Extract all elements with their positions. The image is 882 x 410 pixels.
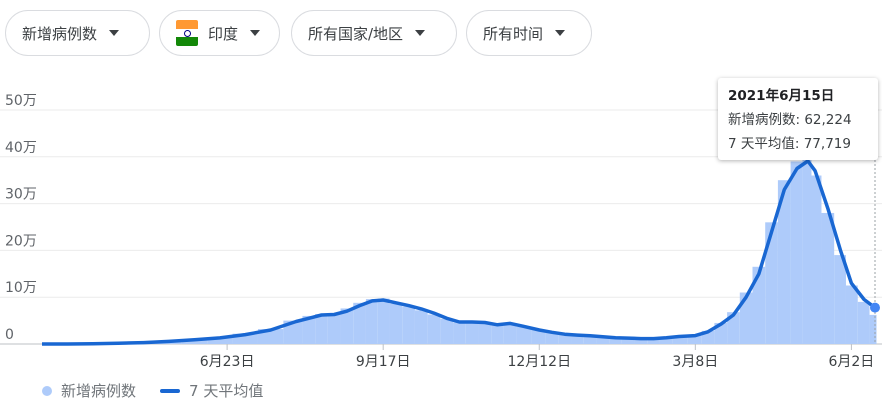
caret-down-icon <box>109 30 120 36</box>
new-cases-bar <box>365 299 378 344</box>
new-cases-bar <box>181 339 208 344</box>
y-tick-label: 30万 <box>5 187 37 203</box>
new-cases-bar <box>302 315 316 344</box>
new-cases-bar <box>465 321 479 344</box>
new-cases-bar <box>389 303 403 344</box>
x-tick-label: 6月23日 <box>200 354 255 370</box>
new-cases-bar <box>765 222 778 344</box>
new-cases-bar <box>687 335 702 344</box>
new-cases-bar <box>869 314 877 344</box>
x-tick-label: 9月17日 <box>356 354 411 370</box>
new-cases-bar <box>739 292 753 344</box>
new-cases-bar <box>857 301 870 344</box>
caret-down-icon <box>555 30 566 36</box>
y-tick-label: 0 <box>5 327 14 343</box>
new-cases-bar <box>427 314 441 344</box>
new-cases-bar <box>232 333 258 344</box>
caret-down-icon <box>250 30 261 36</box>
new-cases-bar <box>571 335 584 344</box>
new-cases-bar <box>834 255 846 344</box>
new-cases-bar <box>545 332 559 344</box>
new-cases-bar <box>503 323 517 344</box>
legend-line-label: 7 天平均值 <box>189 382 264 400</box>
tooltip-average: 7 天平均值: 77,719 <box>728 136 851 152</box>
time-dropdown[interactable]: 所有时间 <box>466 10 592 56</box>
time-label: 所有时间 <box>483 24 544 43</box>
new-cases-bar <box>516 326 532 344</box>
new-cases-bar <box>659 337 673 344</box>
new-cases-bar <box>634 338 648 344</box>
new-cases-bar <box>453 322 466 344</box>
region-label: 所有国家/地区 <box>308 24 404 43</box>
x-tick-label: 6月2日 <box>828 354 874 370</box>
hover-marker <box>870 302 880 313</box>
new-cases-bar <box>491 324 504 344</box>
y-tick-label: 20万 <box>5 233 37 249</box>
new-cases-bar <box>327 313 341 344</box>
new-cases-bar <box>340 308 354 344</box>
tooltip-new-cases: 新增病例数: 62,224 <box>728 112 852 128</box>
country-dropdown[interactable]: 印度 <box>159 10 280 56</box>
new-cases-bar <box>790 161 803 344</box>
new-cases-bar <box>414 310 428 344</box>
y-tick-label: 40万 <box>5 140 37 156</box>
new-cases-bar <box>609 337 622 344</box>
new-cases-bar <box>377 298 390 344</box>
region-dropdown[interactable]: 所有国家/地区 <box>291 10 457 56</box>
average-line <box>42 159 877 346</box>
new-cases-bar <box>714 322 728 344</box>
new-cases-bar <box>207 337 233 344</box>
new-cases-bar <box>821 212 835 344</box>
new-cases-bar <box>402 306 415 344</box>
new-cases-bar <box>283 320 303 344</box>
legend-bars-swatch <box>42 385 52 396</box>
metric-dropdown[interactable]: 新增病例数 <box>5 10 150 56</box>
new-cases-bar <box>752 266 766 344</box>
new-cases-bar <box>647 338 660 344</box>
x-tick-label: 3月8日 <box>672 354 718 370</box>
legend-line-swatch <box>160 388 181 393</box>
new-cases-bar <box>811 175 822 344</box>
new-cases-bar <box>478 322 492 344</box>
legend: 新增病例数 7 天平均值 <box>42 380 263 401</box>
tooltip-date: 2021年6月15日 <box>728 88 835 104</box>
new-cases-bar <box>727 312 740 344</box>
new-cases-bar <box>315 314 328 344</box>
y-tick-label: 10万 <box>5 280 37 296</box>
new-cases-bar <box>440 318 454 344</box>
new-cases-bar <box>621 338 635 344</box>
country-label: 印度 <box>208 24 239 43</box>
caret-down-icon <box>415 30 426 36</box>
new-cases-bar <box>596 336 610 344</box>
new-cases-bar <box>531 329 546 344</box>
new-cases-bar <box>802 156 812 344</box>
x-tick-label: 12月12日 <box>507 354 571 370</box>
y-tick-label: 50万 <box>5 93 37 109</box>
tooltip: 2021年6月15日 新增病例数: 62,224 7 天平均值: 77,719 <box>718 78 878 160</box>
metric-label: 新增病例数 <box>22 24 98 43</box>
india-flag-icon <box>176 20 198 46</box>
new-cases-bar <box>558 334 572 344</box>
new-cases-bar <box>583 336 597 344</box>
new-cases-bar <box>672 336 688 344</box>
legend-bars-label: 新增病例数 <box>61 382 137 400</box>
new-cases-bar <box>845 285 858 344</box>
new-cases-bar <box>353 302 366 344</box>
new-cases-bar <box>777 180 791 344</box>
